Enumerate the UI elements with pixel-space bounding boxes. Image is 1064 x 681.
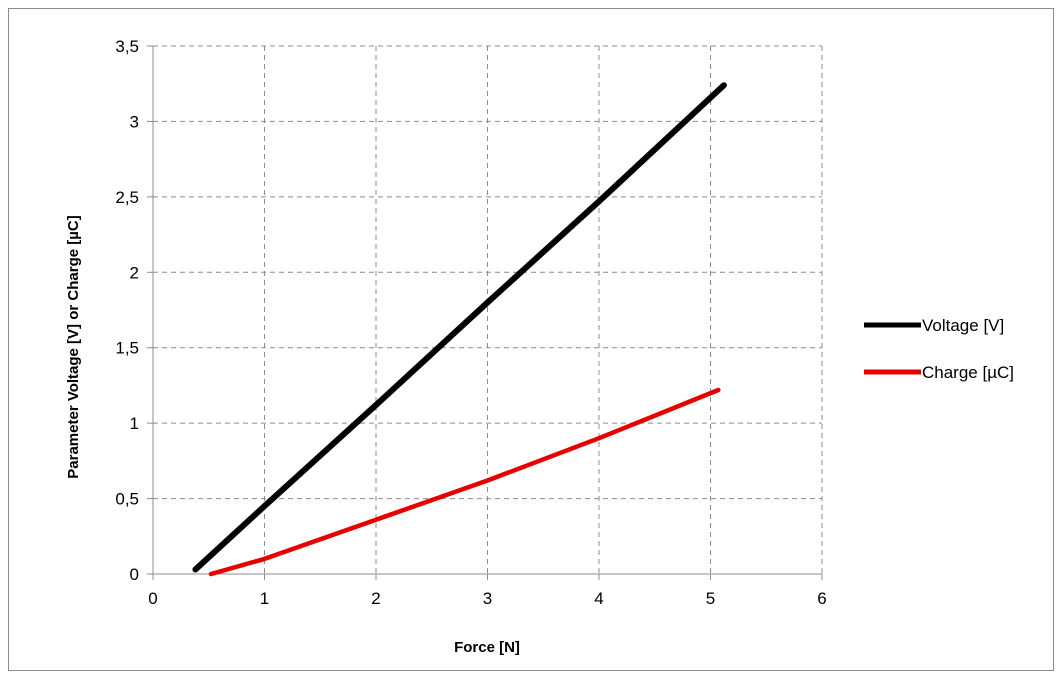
x-tick-label: 3 <box>483 589 492 608</box>
x-tick-labels: 0 1 2 3 4 5 6 <box>148 589 826 608</box>
x-tick-label: 0 <box>148 589 157 608</box>
axes <box>147 45 823 580</box>
y-tick-labels: 0 0,5 1 1,5 2 2,5 3 3,5 <box>115 37 139 584</box>
x-axis-title: Force [N] <box>454 639 520 656</box>
legend-label-charge: Charge [µC] <box>922 363 1014 382</box>
legend: Voltage [V] Charge [µC] <box>864 316 1014 382</box>
x-tick-label: 6 <box>817 589 826 608</box>
chart-frame <box>8 8 1054 671</box>
x-tick-label: 5 <box>706 589 715 608</box>
x-tick-label: 1 <box>260 589 269 608</box>
series-line-voltage <box>192 82 727 573</box>
y-tick-label: 1 <box>130 414 139 433</box>
grid <box>153 45 823 574</box>
legend-label-voltage: Voltage [V] <box>922 316 1004 335</box>
series <box>192 82 727 577</box>
legend-item-charge: Charge [µC] <box>864 363 1014 382</box>
y-tick-label: 2,5 <box>115 188 139 207</box>
y-tick-label: 3 <box>130 112 139 131</box>
y-axis-title: Parameter Voltage [V] or Charge [µC] <box>65 215 82 478</box>
series-line-charge <box>208 387 721 577</box>
y-tick-label: 0 <box>130 565 139 584</box>
x-tick-label: 2 <box>371 589 380 608</box>
legend-item-voltage: Voltage [V] <box>864 316 1004 335</box>
x-tick-label: 4 <box>594 589 603 608</box>
y-tick-label: 1,5 <box>115 339 139 358</box>
y-tick-label: 0,5 <box>115 490 139 509</box>
y-tick-label: 2 <box>130 263 139 282</box>
y-tick-label: 3,5 <box>115 37 139 56</box>
